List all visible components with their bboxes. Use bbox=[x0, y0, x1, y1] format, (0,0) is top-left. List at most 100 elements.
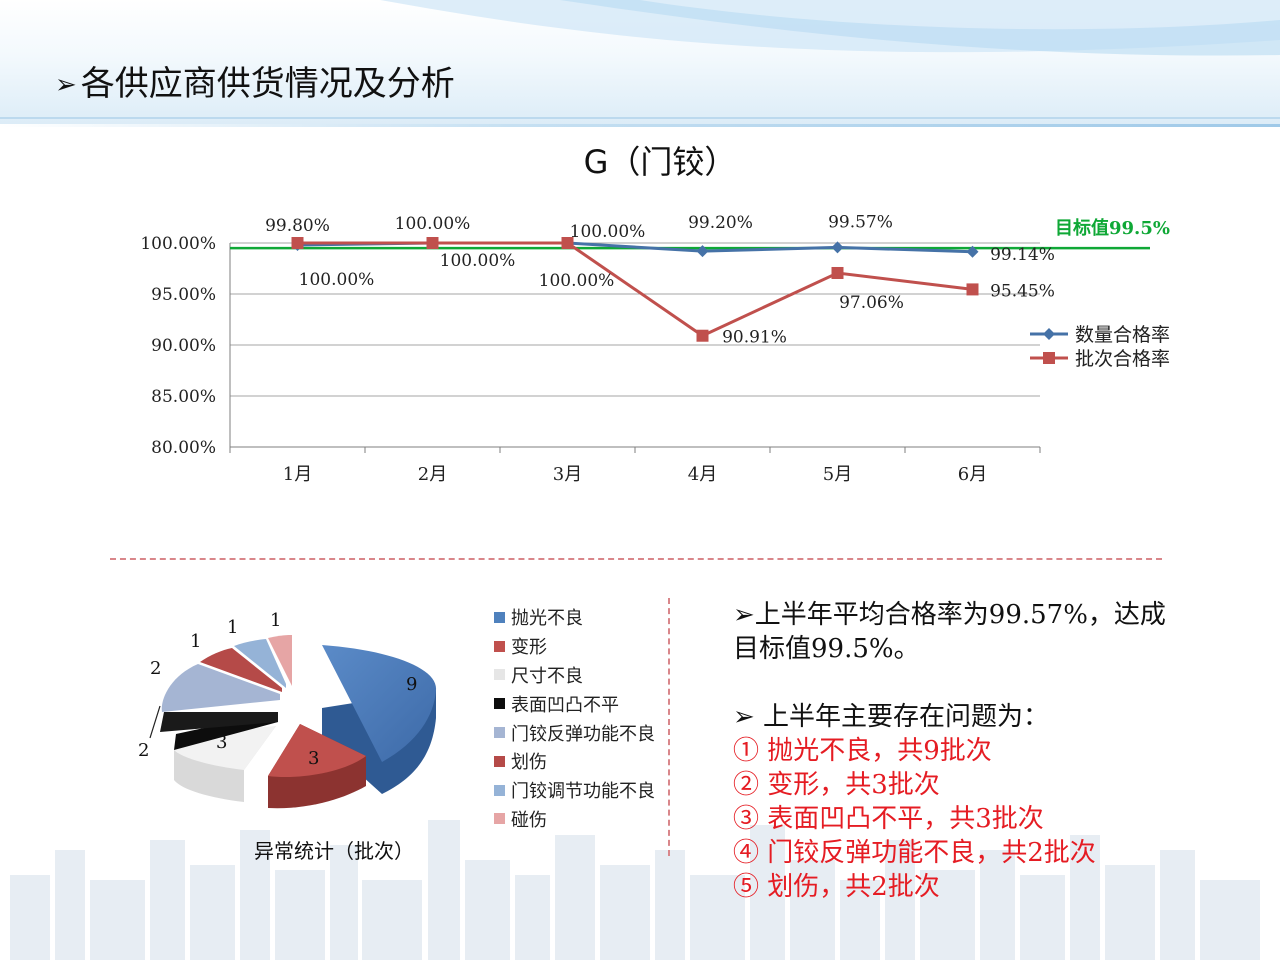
legend-label: 变形 bbox=[511, 637, 547, 659]
series-point bbox=[696, 329, 709, 342]
header-swoosh-decoration bbox=[0, 0, 1280, 119]
legend-swatch bbox=[494, 784, 505, 796]
pie-label-1b: 1 bbox=[227, 617, 238, 638]
issue-item: ② 变形，共3批次 bbox=[733, 770, 940, 800]
series-point bbox=[831, 241, 844, 254]
legend-swatch bbox=[494, 669, 505, 681]
pie-label-1a: 1 bbox=[190, 631, 201, 652]
legend-label: 门铰反弹功能不良 bbox=[511, 723, 655, 745]
line-chart-title: G（门铰） bbox=[583, 143, 737, 181]
note-line-1: ➢上半年平均合格率为99.57%，达成 bbox=[733, 600, 1166, 630]
pie-legend-item: 表面凹凸不平 bbox=[494, 689, 655, 718]
pie-slice-scratch bbox=[200, 648, 282, 692]
vertical-divider bbox=[668, 598, 670, 856]
issue-item: ③ 表面凹凸不平，共3批次 bbox=[733, 804, 1044, 834]
legend-label: 划伤 bbox=[511, 752, 547, 774]
pie-slice-bump bbox=[268, 635, 292, 686]
data-label: 99.20% bbox=[688, 213, 753, 233]
pie-slice-surface bbox=[160, 712, 278, 750]
data-label: 99.80% bbox=[265, 216, 330, 236]
x-tick-label: 5月 bbox=[823, 464, 852, 485]
legend-label: 表面凹凸不平 bbox=[511, 694, 619, 716]
x-tick-label: 6月 bbox=[958, 464, 987, 485]
legend-swatch bbox=[494, 813, 505, 825]
issue-item: ④ 门铰反弹功能不良，共2批次 bbox=[733, 838, 1096, 868]
data-label: 100.00% bbox=[570, 222, 646, 242]
pie-label-9: 9 bbox=[406, 674, 417, 695]
legend-swatch bbox=[494, 698, 505, 710]
pie-legend-item: 尺寸不良 bbox=[494, 661, 655, 690]
y-tick-label: 90.00% bbox=[151, 336, 216, 356]
series-line bbox=[297, 241, 973, 338]
legend-label: 门铰调节功能不良 bbox=[511, 781, 655, 803]
x-tick-label: 2月 bbox=[418, 464, 447, 485]
pie-label-2b: 2 bbox=[150, 658, 161, 679]
legend-swatch bbox=[494, 755, 505, 767]
data-label: 99.14% bbox=[990, 245, 1055, 265]
data-label: 99.57% bbox=[828, 212, 893, 232]
slide-title-text: 各供应商供货情况及分析 bbox=[80, 64, 455, 104]
x-tick-label: 3月 bbox=[553, 464, 582, 485]
pie-slice-polish bbox=[322, 645, 437, 794]
data-label: 95.45% bbox=[990, 281, 1055, 301]
data-label: 97.06% bbox=[839, 293, 904, 313]
data-label: 100.00% bbox=[440, 251, 516, 271]
pie-legend: 抛光不良变形尺寸不良表面凹凸不平门铰反弹功能不良 划伤门铰调节功能不良 碰伤 bbox=[494, 603, 655, 833]
note-line-3: ➢ 上半年主要存在问题为： bbox=[733, 702, 1050, 732]
y-tick-label: 100.00% bbox=[140, 234, 216, 254]
section-divider bbox=[110, 558, 1162, 560]
header-rule bbox=[0, 124, 1280, 127]
pie-legend-item: 门铰反弹功能不良 bbox=[494, 718, 655, 747]
pie-legend-item: 变形 bbox=[494, 632, 655, 661]
pie-chart: 9 3 3 2 2 1 1 1 bbox=[138, 610, 437, 809]
analysis-notes: ➢上半年平均合格率为99.57%，达成 目标值99.5%。 ➢ 上半年主要存在问… bbox=[733, 598, 1166, 904]
issue-item: ① 抛光不良，共9批次 bbox=[733, 736, 992, 766]
series-point bbox=[426, 237, 439, 249]
target-label: 目标值99.5% bbox=[1055, 217, 1170, 239]
pie-legend-item: 碰伤 bbox=[494, 805, 655, 834]
x-tick-label: 4月 bbox=[688, 464, 717, 485]
legend-marker bbox=[1043, 352, 1055, 364]
legend-label: 碰伤 bbox=[511, 809, 547, 831]
legend-label: 批次合格率 bbox=[1075, 348, 1170, 370]
note-spacer bbox=[733, 666, 1166, 700]
pie-label-2a: 2 bbox=[138, 740, 149, 761]
issue-item: ⑤ 划伤，共2批次 bbox=[733, 872, 940, 902]
pie-label-1c: 1 bbox=[270, 610, 281, 631]
data-label: 90.91% bbox=[722, 328, 787, 348]
y-tick-label: 80.00% bbox=[151, 438, 216, 458]
series-point bbox=[966, 283, 979, 296]
legend-swatch bbox=[494, 640, 505, 652]
pie-legend-item: 抛光不良 bbox=[494, 603, 655, 632]
series-point bbox=[696, 245, 709, 258]
pie-chart-title: 异常统计（批次） bbox=[254, 839, 414, 863]
series-point bbox=[561, 237, 574, 249]
pie-slice-adjust bbox=[234, 639, 286, 688]
data-label: 100.00% bbox=[539, 271, 615, 291]
legend-marker bbox=[1043, 328, 1055, 340]
data-label: 100.00% bbox=[299, 270, 375, 290]
pie-slice-deform bbox=[268, 724, 366, 809]
title-arrow-icon: ➢ bbox=[55, 70, 77, 100]
pie-legend-item: 划伤 bbox=[494, 747, 655, 776]
pie-legend-item: 门铰调节功能不良 bbox=[494, 776, 655, 805]
pie-label-3a: 3 bbox=[308, 748, 319, 769]
pie-label-3b: 3 bbox=[216, 732, 227, 753]
series-point bbox=[831, 266, 844, 279]
skyline-decoration bbox=[10, 820, 1260, 960]
legend-label: 数量合格率 bbox=[1075, 324, 1170, 346]
series-point bbox=[291, 237, 304, 249]
series-point bbox=[966, 245, 979, 258]
legend-swatch bbox=[494, 727, 505, 739]
pie-slice-rebound bbox=[161, 664, 280, 712]
y-tick-label: 85.00% bbox=[151, 387, 216, 407]
data-label: 100.00% bbox=[395, 214, 471, 234]
legend-label: 抛光不良 bbox=[511, 608, 583, 630]
legend-swatch bbox=[494, 611, 505, 623]
y-tick-label: 95.00% bbox=[151, 285, 216, 305]
slide-title: ➢ 各供应商供货情况及分析 bbox=[55, 56, 455, 105]
x-tick-label: 1月 bbox=[283, 464, 312, 485]
line-chart: 100.00% 95.00% 90.00% 85.00% 80.00% 1月 2月 3月 4月 5… bbox=[140, 212, 1170, 485]
legend-label: 尺寸不良 bbox=[511, 665, 583, 687]
